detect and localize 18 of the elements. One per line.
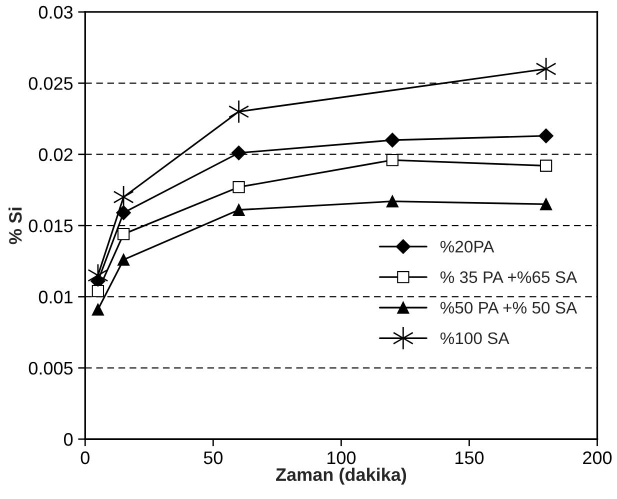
x-axis-title: Zaman (dakika) [276, 468, 406, 485]
legend-label: %20PA [440, 240, 494, 253]
x-tick-label: 150 [456, 451, 484, 464]
y-tick-label: 0.01 [38, 290, 72, 304]
legend-label: %50 PA +% 50 SA [440, 302, 578, 314]
x-tick-label: 0 [80, 451, 90, 464]
x-tick-label: 100 [328, 451, 356, 464]
y-tick-label: 0 [64, 433, 73, 446]
y-tick-label: 0.025 [28, 77, 73, 90]
y-tick-label: 0.03 [38, 6, 73, 19]
x-tick-label: 200 [583, 451, 612, 464]
y-tick-label: 0.015 [28, 219, 73, 232]
x-tick-label: 50 [204, 451, 223, 464]
legend-label: %100 SA [440, 332, 510, 344]
y-tick-label: 0.02 [38, 148, 72, 162]
y-axis-title: % Si [8, 208, 22, 244]
legend-label: % 35 PA +%65 SA [440, 271, 578, 284]
y-tick-label: 0.005 [28, 362, 73, 375]
